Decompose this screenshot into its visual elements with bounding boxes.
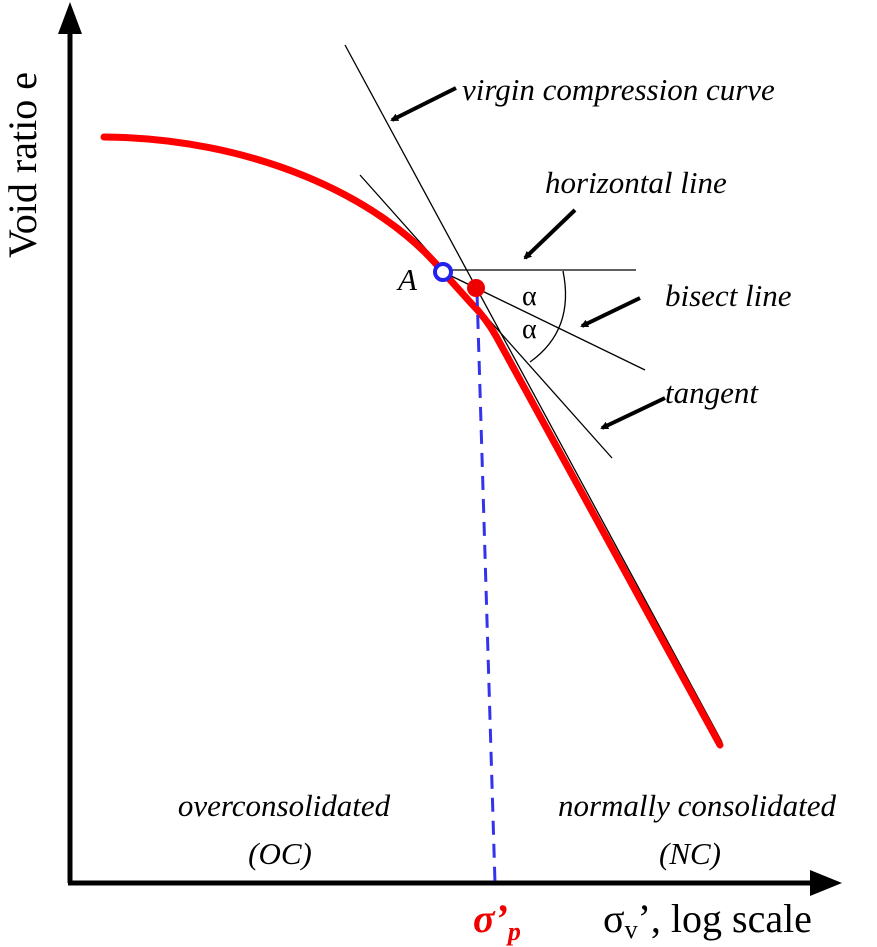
virgin-compression-label: virgin compression curve	[462, 72, 775, 107]
tangent-label: tangent	[665, 375, 759, 410]
virgin-arrow-icon	[390, 86, 457, 122]
alpha-upper-label: α	[522, 281, 537, 312]
x-axis-subscript: v	[625, 915, 638, 944]
point-a-marker	[433, 262, 453, 282]
preconsolidation-subscript: p	[506, 917, 521, 946]
x-axis-rest: ’, log scale	[638, 896, 812, 941]
bisect-arrow-icon	[580, 296, 641, 328]
compression-curve	[100, 133, 724, 749]
nc-label: normally consolidated	[558, 788, 837, 823]
y-axis-arrowhead	[58, 2, 82, 34]
preconsolidation-symbol: σ’	[473, 896, 508, 941]
virgin-compression-line	[344, 44, 723, 743]
bisect-line-label: bisect line	[665, 278, 792, 313]
x-axis-symbol: σ	[603, 896, 625, 941]
x-axis-arrowhead	[810, 870, 842, 896]
preconsolidation-point	[467, 279, 485, 297]
angle-arc	[529, 270, 567, 363]
preconsolidation-projection	[475, 291, 497, 884]
horizontal-line-label: horizontal line	[545, 165, 727, 200]
preconsolidation-label: σ’p	[473, 896, 521, 946]
oc-abbr: (OC)	[248, 836, 312, 871]
tangent-arrow-icon	[600, 396, 666, 430]
alpha-lower-label: α	[522, 314, 537, 345]
nc-abbr: (NC)	[659, 836, 721, 871]
horizontal-arrow-icon	[523, 208, 577, 260]
x-axis-label: σv’, log scale	[603, 896, 812, 944]
y-axis-label: Void ratio e	[0, 72, 45, 258]
oc-label: overconsolidated	[178, 788, 391, 823]
point-a-label: A	[396, 262, 418, 297]
